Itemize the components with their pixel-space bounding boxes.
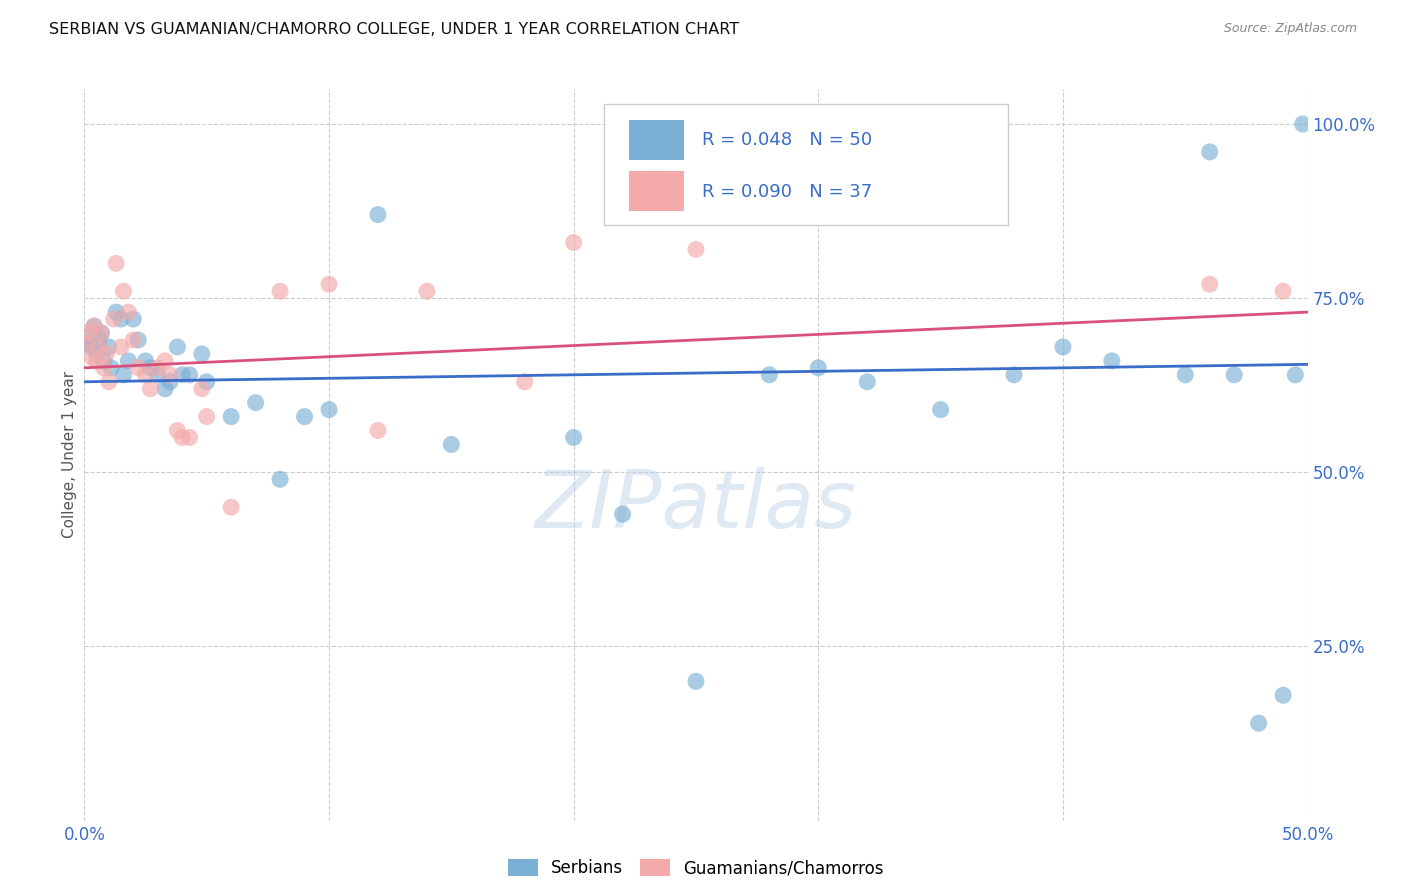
Point [269,472,291,486]
Point [1292,117,1315,131]
Point [87,333,110,347]
Point [758,368,780,382]
Point [159,368,181,382]
Point [856,375,879,389]
Point [1101,354,1123,368]
Bar [628,171,683,211]
Point [127,333,149,347]
Point [153,382,176,396]
Point [100,360,122,375]
Point [219,500,242,515]
Point [191,382,214,396]
Point [122,312,145,326]
Point [76,336,98,351]
Text: ZIPatlas: ZIPatlas [534,467,858,545]
Point [77,326,100,340]
Point [93,360,115,375]
Point [1052,340,1074,354]
Text: Source: ZipAtlas.com: Source: ZipAtlas.com [1223,22,1357,36]
Point [513,375,536,389]
Point [112,368,135,382]
Point [110,312,132,326]
Point [440,437,463,451]
Point [318,402,340,417]
Point [318,277,340,292]
Point [685,674,707,689]
Point [245,395,267,409]
Point [166,340,188,354]
Point [172,430,194,444]
Point [93,354,115,368]
Point [90,326,112,340]
Point [195,375,218,389]
Point [1198,277,1220,292]
Text: R = 0.048   N = 50: R = 0.048 N = 50 [702,130,872,149]
Point [90,326,112,340]
Point [112,284,135,298]
Point [146,368,169,382]
Y-axis label: College, Under 1 year: College, Under 1 year [62,371,77,539]
Point [105,256,128,270]
Point [159,375,181,389]
Point [105,305,128,319]
Point [179,430,201,444]
Point [86,354,108,368]
Point [929,402,952,417]
Bar [628,120,683,161]
Point [127,360,149,375]
Point [135,368,157,382]
Point [1272,688,1295,702]
Point [146,360,169,375]
Point [153,354,176,368]
Point [269,284,291,298]
Point [1198,145,1220,159]
Point [294,409,316,424]
Point [172,368,194,382]
Point [367,208,389,222]
Point [135,354,157,368]
Point [166,424,188,438]
Point [139,360,162,375]
Point [139,382,162,396]
Legend: Serbians, Guamanians/Chamorros: Serbians, Guamanians/Chamorros [499,851,893,886]
Point [76,336,98,351]
Point [562,430,585,444]
Point [1247,716,1270,731]
Point [86,347,108,361]
Point [80,351,103,365]
Point [80,340,103,354]
Point [97,340,120,354]
FancyBboxPatch shape [605,103,1008,225]
Point [97,375,120,389]
Point [562,235,585,250]
Point [87,340,110,354]
Point [1174,368,1197,382]
Point [195,409,218,424]
Point [807,360,830,375]
Point [110,340,132,354]
Point [367,424,389,438]
Point [612,507,634,521]
Point [1284,368,1306,382]
Text: R = 0.090   N = 37: R = 0.090 N = 37 [702,183,872,201]
Point [1223,368,1246,382]
Point [219,409,242,424]
Point [191,347,214,361]
Point [77,329,100,343]
Point [416,284,439,298]
Point [122,333,145,347]
Point [685,243,707,257]
Point [117,354,139,368]
Point [83,319,105,334]
Point [1002,368,1025,382]
Point [117,305,139,319]
Point [96,347,118,361]
Point [1272,284,1295,298]
Point [83,319,105,334]
Text: SERBIAN VS GUAMANIAN/CHAMORRO COLLEGE, UNDER 1 YEAR CORRELATION CHART: SERBIAN VS GUAMANIAN/CHAMORRO COLLEGE, U… [49,22,740,37]
Point [179,368,201,382]
Point [103,312,125,326]
